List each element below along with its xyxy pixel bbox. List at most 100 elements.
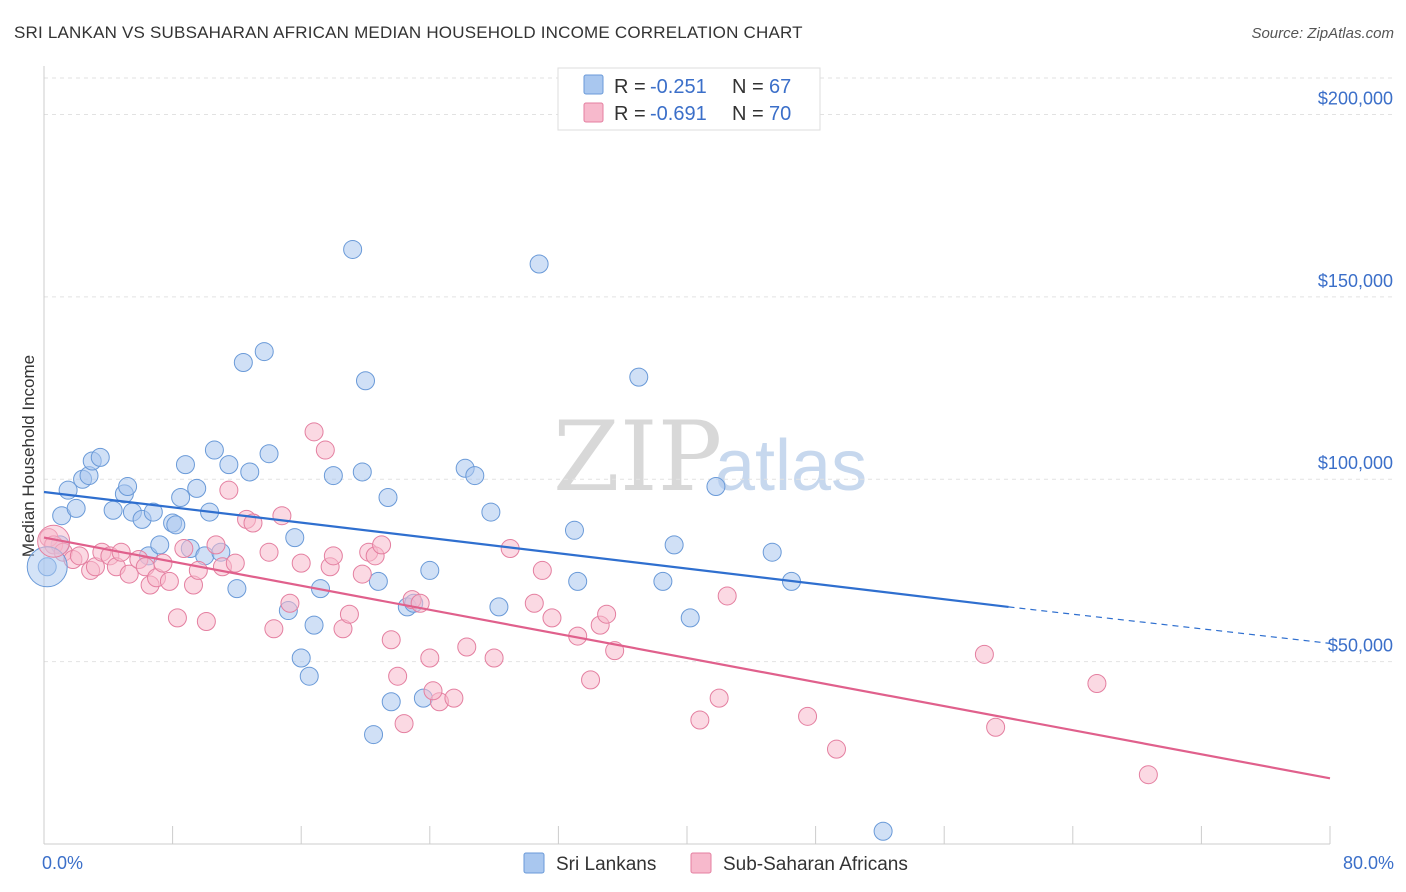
point-sri-lankans <box>259 444 279 464</box>
point-sri-lankans <box>481 502 501 522</box>
point-sri-lankans <box>233 353 253 373</box>
point-sub-saharan <box>219 480 239 500</box>
legend-r-label-2: R = <box>614 103 646 125</box>
trend-line-sub-saharan <box>43 536 1331 780</box>
point-sub-saharan <box>986 717 1006 737</box>
point-sri-lankans <box>762 542 782 562</box>
point-sri-lankans <box>420 560 440 580</box>
legend-n-value-1: 67 <box>769 76 791 98</box>
point-sub-saharan <box>484 648 504 668</box>
point-sub-saharan <box>444 688 464 708</box>
point-sri-lankans <box>564 520 584 540</box>
point-sri-lankans <box>187 478 207 498</box>
y-tick-label: $200,000 <box>1318 88 1393 108</box>
point-sri-lankans <box>356 371 375 391</box>
point-sri-lankans <box>680 608 700 628</box>
point-sub-saharan <box>206 535 226 555</box>
point-sub-saharan <box>280 593 300 613</box>
legend-n-label-1: N = <box>732 76 764 98</box>
point-sri-lankans <box>66 498 86 518</box>
point-sub-saharan <box>524 593 544 613</box>
legend-r-label-1: R = <box>614 76 646 98</box>
point-sri-lankans <box>629 367 649 387</box>
point-sri-lankans <box>364 725 384 745</box>
point-sri-lankans <box>171 487 191 507</box>
point-sub-saharan <box>1138 765 1158 785</box>
point-sri-lankans <box>90 447 110 467</box>
y-tick-label: $150,000 <box>1318 271 1393 291</box>
series-legend-label-sri-lankans: Sri Lankans <box>556 854 656 875</box>
point-sub-saharan <box>188 560 208 580</box>
legend-swatch-sub-saharan <box>583 102 604 123</box>
point-sri-lankans <box>166 515 186 535</box>
legend-r-value-2: -0.691 <box>650 103 707 125</box>
point-sub-saharan <box>225 553 245 573</box>
x-tick-label-min: 0.0% <box>42 853 83 873</box>
point-sub-saharan <box>291 553 311 573</box>
point-sri-lankans <box>381 692 401 712</box>
point-sub-saharan <box>264 619 284 639</box>
point-sub-saharan <box>304 422 324 442</box>
point-sri-lankans <box>254 342 274 362</box>
point-sri-lankans <box>664 535 684 555</box>
point-sub-saharan <box>1087 674 1107 694</box>
trend-line-sri-lankans <box>43 490 1009 608</box>
point-sub-saharan <box>174 539 194 559</box>
point-sri-lankans <box>219 455 239 475</box>
point-sri-lankans <box>291 648 311 668</box>
point-sub-saharan <box>372 535 392 555</box>
point-sub-saharan <box>423 681 443 701</box>
point-sub-saharan <box>532 560 552 580</box>
point-sub-saharan <box>974 644 994 664</box>
point-sub-saharan <box>581 670 601 690</box>
point-sub-saharan <box>457 637 477 657</box>
point-sri-lankans <box>143 502 163 522</box>
point-sub-saharan <box>315 440 335 460</box>
point-sri-lankans <box>352 462 372 482</box>
trend-lines <box>43 490 1331 780</box>
legend-r-value-1: -0.251 <box>650 76 707 98</box>
point-sub-saharan <box>826 739 846 759</box>
point-sri-lankans <box>175 455 195 475</box>
watermark-zip: ZIP <box>553 401 722 513</box>
point-sri-lankans <box>240 462 260 482</box>
point-sri-lankans <box>568 571 588 591</box>
point-sri-lankans <box>368 571 388 591</box>
point-sub-saharan <box>394 714 414 734</box>
stats-legend: R = -0.251 N = 67 R = -0.691 N = 70 <box>557 67 821 131</box>
point-sub-saharan <box>339 604 359 624</box>
watermark: ZIP atlas <box>553 401 867 513</box>
point-sri-lankans <box>204 440 224 460</box>
series-legend-swatch-sub-saharan <box>690 852 712 874</box>
y-tick-label: $50,000 <box>1328 636 1393 656</box>
point-sri-lankans <box>706 477 726 497</box>
trend-line-sri-lankans-extension <box>1008 606 1331 644</box>
point-sri-lankans <box>489 597 509 617</box>
legend-n-label-2: N = <box>732 103 764 125</box>
x-tick-label-max: 80.0% <box>1343 853 1394 873</box>
y-axis-label: Median Household Income <box>19 355 38 557</box>
series-legend: Sri Lankans Sub-Saharan Africans <box>523 852 908 875</box>
point-sri-lankans <box>299 666 319 686</box>
x-tick-labels: 0.0% 80.0% <box>42 853 1394 873</box>
y-tick-labels: $50,000 $100,000 $150,000 $200,000 <box>1318 88 1393 655</box>
point-sub-saharan <box>167 608 187 628</box>
point-sub-saharan <box>381 630 401 650</box>
point-sub-saharan <box>542 608 562 628</box>
legend-n-value-2: 70 <box>769 103 791 125</box>
point-sub-saharan <box>709 688 729 708</box>
point-sub-saharan <box>420 648 440 668</box>
point-sub-saharan <box>798 706 818 726</box>
point-sri-lankans <box>323 466 343 486</box>
chart-source: Source: ZipAtlas.com <box>1251 25 1394 42</box>
point-sub-saharan <box>597 604 617 624</box>
point-sri-lankans <box>118 477 138 497</box>
point-sri-lankans <box>304 615 324 635</box>
point-sub-saharan <box>352 564 372 584</box>
point-sri-lankans <box>873 821 893 841</box>
point-sri-lankans <box>465 466 485 486</box>
point-sub-saharan <box>690 710 710 730</box>
point-sri-lankans <box>285 528 305 548</box>
point-sub-saharan <box>323 546 343 566</box>
